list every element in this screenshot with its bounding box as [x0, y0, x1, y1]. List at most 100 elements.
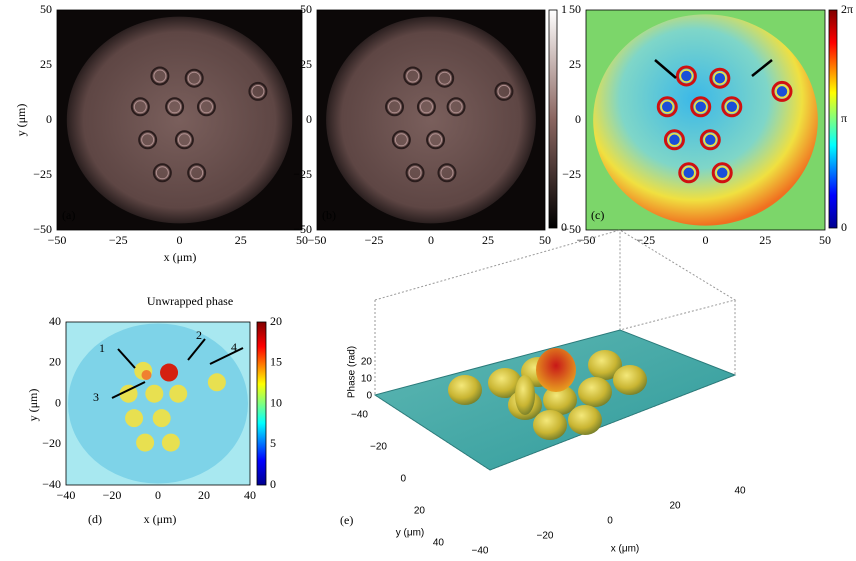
x-tick-label: 0	[155, 488, 161, 502]
bump	[568, 405, 602, 435]
cell-core	[683, 167, 695, 179]
panel-label: (e)	[340, 513, 353, 527]
field-disc	[593, 14, 818, 225]
bump	[578, 377, 612, 407]
x-tick-label: −25	[365, 233, 384, 247]
panel-label: (b)	[322, 208, 336, 222]
cell	[208, 373, 226, 391]
colorbar-tick-label: 2π	[841, 2, 853, 16]
y-tick-label: 0	[55, 395, 61, 409]
y-tick-label: 50	[300, 2, 312, 16]
z-tick-label: 20	[361, 357, 373, 368]
cell	[125, 409, 143, 427]
x-axis-label: x (μm)	[611, 544, 640, 555]
x-tick-label: 25	[482, 233, 494, 247]
y-tick-label: 0	[400, 474, 406, 485]
y-tick-label: 40	[49, 314, 61, 328]
x-tick-label: −20	[537, 531, 554, 542]
y-tick-label: −20	[42, 436, 61, 450]
z-tick-label: 0	[366, 391, 372, 402]
cell-core	[668, 134, 680, 146]
x-tick-label: 50	[539, 233, 551, 247]
annotation: 4	[231, 340, 237, 354]
cell-core	[695, 101, 707, 113]
y-tick-label: 20	[414, 506, 426, 517]
bump	[515, 375, 535, 415]
cell-core	[714, 72, 726, 84]
bump	[533, 410, 567, 440]
y-axis-label: y (μm)	[396, 528, 425, 539]
cell	[153, 409, 171, 427]
y-tick-label: 0	[575, 112, 581, 126]
y-tick-label: 25	[40, 57, 52, 71]
x-tick-label: 25	[759, 233, 771, 247]
panels: −50−250255050250−25−50(a)−50−25025505025…	[14, 2, 853, 557]
cell	[160, 364, 178, 382]
x-tick-label: 20	[198, 488, 210, 502]
colorbar-tick-label: 10	[270, 395, 282, 409]
cell-core	[661, 101, 673, 113]
bump	[613, 365, 647, 395]
x-tick-label: 0	[428, 233, 434, 247]
y-tick-label: 50	[40, 2, 52, 16]
cell	[136, 434, 154, 452]
colorbar	[829, 10, 837, 228]
panel-label: (a)	[62, 208, 75, 222]
colorbar-tick-label: 15	[270, 355, 282, 369]
cell-core	[726, 101, 738, 113]
y-tick-label: 0	[306, 112, 312, 126]
annotation: 2	[196, 328, 202, 342]
y-tick-label: 20	[49, 355, 61, 369]
cell	[169, 385, 187, 403]
colorbar-tick-label: 1	[561, 2, 567, 16]
x-tick-label: −25	[636, 233, 655, 247]
x-tick-label: 25	[235, 233, 247, 247]
x-tick-label: 0	[703, 233, 709, 247]
colorbar-tick-label: 20	[270, 314, 282, 328]
annotation: 1	[99, 341, 105, 355]
bump	[536, 348, 576, 392]
x-tick-label: −20	[103, 488, 122, 502]
cell-core	[776, 85, 788, 97]
y-tick-label: 40	[433, 538, 445, 549]
x-tick-label: 40	[734, 486, 746, 497]
annotation: 3	[93, 390, 99, 404]
y-tick-label: −25	[33, 167, 52, 181]
y-tick-label: −50	[33, 222, 52, 236]
colorbar	[549, 10, 557, 228]
colorbar-tick-label: 0	[561, 220, 567, 234]
x-tick-label: −40	[472, 546, 489, 557]
colorbar-tick-label: 5	[270, 436, 276, 450]
cell	[162, 434, 180, 452]
colorbar-tick-label: 0	[841, 220, 847, 234]
x-tick-label: 50	[819, 233, 831, 247]
colorbar	[257, 322, 266, 485]
cell-core	[716, 167, 728, 179]
x-tick-label: 40	[244, 488, 256, 502]
y-tick-label: −25	[562, 167, 581, 181]
bump	[448, 375, 482, 405]
y-axis-label: y (μm)	[26, 389, 40, 422]
x-axis-label: x (μm)	[164, 250, 197, 264]
y-tick-label: −25	[293, 167, 312, 181]
x-tick-label: 20	[669, 501, 681, 512]
colorbar-tick-label: 0	[270, 477, 276, 491]
panel-title: Unwrapped phase	[147, 294, 233, 308]
panel-label: (d)	[88, 512, 102, 526]
y-tick-label: 50	[569, 2, 581, 16]
z-axis-label: Phase (rad)	[347, 346, 358, 398]
field-disc	[67, 17, 292, 224]
x-axis-label: x (μm)	[144, 512, 177, 526]
cell-core	[680, 70, 692, 82]
y-tick-label: −40	[351, 410, 368, 421]
x-tick-label: 0	[607, 516, 613, 527]
y-axis-label: y (μm)	[14, 104, 28, 137]
y-tick-label: 0	[46, 112, 52, 126]
z-tick-label: 10	[361, 374, 373, 385]
y-tick-label: 25	[569, 57, 581, 71]
y-tick-label: −20	[370, 442, 387, 453]
cell	[142, 370, 152, 380]
colorbar-tick-label: π	[841, 111, 847, 125]
y-tick-label: −50	[293, 222, 312, 236]
panel-label: (c)	[591, 208, 604, 222]
